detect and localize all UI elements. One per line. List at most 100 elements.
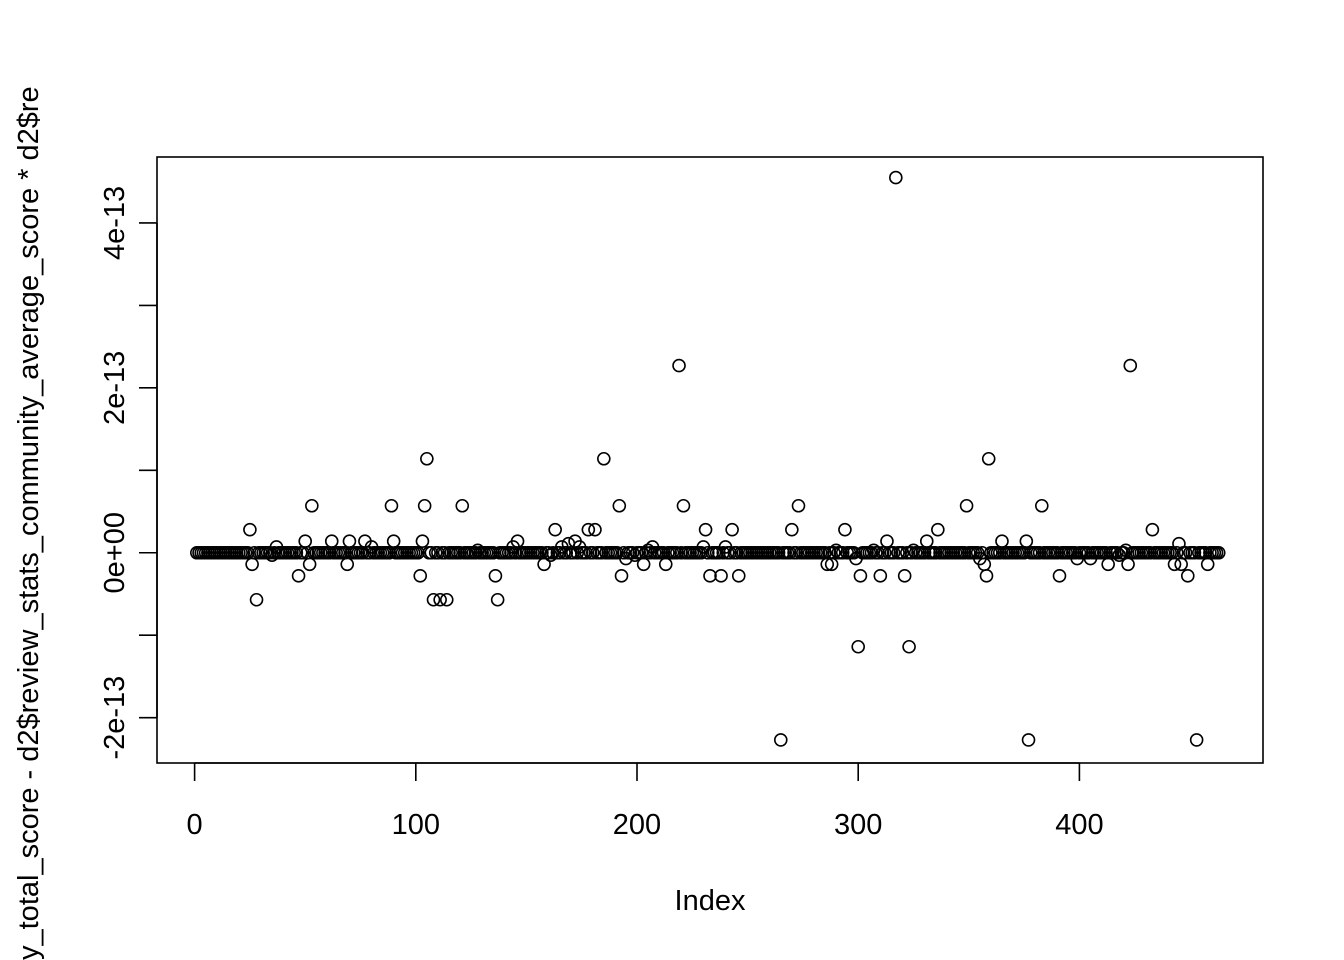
- data-point: [324, 534, 339, 549]
- data-point: [853, 569, 868, 583]
- data-point: [902, 639, 916, 654]
- data-point: [382, 545, 397, 560]
- data-points: [190, 170, 1226, 747]
- data-point: [771, 545, 786, 560]
- data-point: [386, 534, 401, 549]
- data-point: [245, 557, 259, 572]
- data-point: [1187, 545, 1202, 560]
- data-point: [676, 498, 691, 513]
- data-point: [851, 639, 866, 654]
- data-point: [552, 545, 567, 560]
- data-point: [437, 545, 452, 560]
- data-point: [970, 545, 985, 560]
- data-point: [674, 545, 689, 560]
- y-axis: -2e-13 0e+00 2e-13 4e-13: [99, 186, 158, 760]
- x-tick-label: 0: [187, 809, 203, 841]
- data-point: [636, 557, 651, 572]
- data-point: [594, 545, 609, 560]
- data-point: [827, 545, 841, 560]
- data-point: [1123, 358, 1138, 373]
- data-point: [1068, 545, 1082, 560]
- data-point: [981, 451, 996, 466]
- data-point: [1101, 557, 1115, 572]
- data-point: [835, 545, 850, 560]
- data-point: [789, 545, 804, 560]
- data-point: [1121, 557, 1135, 572]
- data-point: [672, 358, 686, 373]
- data-point: [302, 557, 317, 572]
- data-point: [1081, 545, 1096, 560]
- x-tick-label: 300: [834, 809, 882, 841]
- data-point: [1180, 569, 1195, 583]
- y-axis-label: y_total_score - d2$review_stats_communit…: [13, 86, 45, 960]
- data-point: [731, 569, 746, 583]
- data-point: [384, 498, 399, 513]
- data-point: [889, 170, 903, 185]
- data-point: [579, 545, 593, 560]
- data-point: [846, 545, 861, 560]
- data-point: [1035, 498, 1049, 513]
- data-point: [411, 545, 425, 560]
- data-point: [455, 498, 470, 513]
- data-point: [490, 592, 505, 607]
- data-point: [1211, 545, 1226, 560]
- x-axis-label: Index: [675, 885, 746, 917]
- data-point: [864, 545, 879, 560]
- data-point: [694, 545, 708, 560]
- y-tick-label: 2e-13: [99, 351, 131, 425]
- data-point: [959, 498, 974, 513]
- data-point: [488, 569, 503, 583]
- data-point: [614, 569, 629, 583]
- data-point: [417, 498, 432, 513]
- data-point: [995, 534, 1009, 549]
- x-tick-label: 200: [613, 809, 661, 841]
- data-point: [612, 498, 627, 513]
- data-point: [548, 522, 562, 537]
- data-point: [838, 522, 852, 537]
- data-point: [904, 545, 919, 560]
- data-point: [1032, 545, 1047, 560]
- data-point: [597, 451, 611, 466]
- data-point: [415, 534, 430, 549]
- data-point: [486, 545, 501, 560]
- data-point: [886, 545, 901, 560]
- data-point: [267, 545, 282, 560]
- data-point: [716, 545, 731, 560]
- data-point: [928, 545, 943, 560]
- data-point: [243, 522, 257, 537]
- data-point: [420, 451, 434, 466]
- data-point: [585, 545, 600, 560]
- data-point: [897, 569, 912, 583]
- data-point: [698, 522, 713, 537]
- data-point: [439, 592, 454, 607]
- data-point: [873, 569, 888, 583]
- y-tick-label: -2e-13: [99, 676, 131, 760]
- data-point: [340, 557, 355, 572]
- data-point: [559, 545, 574, 560]
- data-point: [298, 534, 313, 549]
- data-point: [1110, 545, 1124, 560]
- data-point: [1143, 545, 1157, 560]
- x-tick-label: 400: [1055, 809, 1103, 841]
- data-point: [785, 522, 799, 537]
- data-point: [291, 569, 306, 583]
- data-point: [725, 522, 739, 537]
- plot-frame: [156, 156, 1264, 764]
- data-point: [723, 545, 737, 560]
- data-point: [1019, 534, 1034, 549]
- data-point: [541, 545, 556, 560]
- data-point: [700, 545, 715, 560]
- data-point: [504, 545, 518, 560]
- data-point: [643, 545, 658, 560]
- data-point: [453, 545, 467, 560]
- data-point: [1178, 545, 1193, 560]
- data-point: [342, 534, 357, 549]
- x-axis: 0 100 200 300 400: [187, 762, 1104, 841]
- data-point: [1116, 545, 1131, 560]
- data-point: [240, 545, 255, 560]
- data-point: [703, 569, 717, 583]
- data-point: [247, 545, 262, 560]
- data-point: [773, 733, 788, 747]
- data-point: [714, 569, 728, 583]
